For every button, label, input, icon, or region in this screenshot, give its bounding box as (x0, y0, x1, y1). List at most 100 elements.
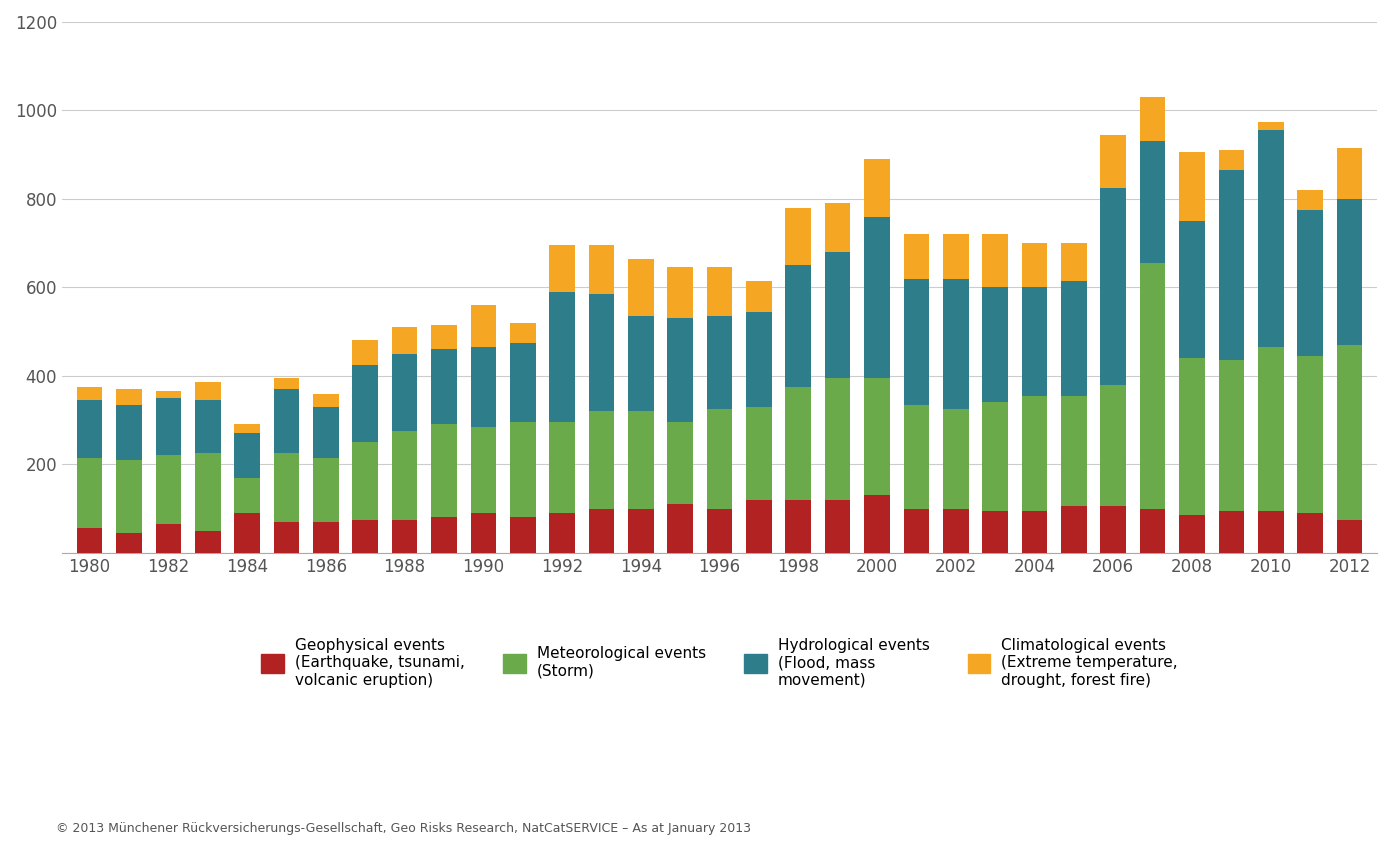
Bar (432, 518, 457, 553)
Bar (1258, 511, 1283, 553)
Bar (825, 252, 851, 378)
Bar (746, 407, 771, 500)
Bar (785, 207, 812, 266)
Bar (1336, 345, 1363, 519)
Bar (1297, 190, 1322, 210)
Bar (117, 459, 142, 533)
Bar (785, 266, 812, 387)
Bar (391, 519, 418, 553)
Bar (1140, 97, 1165, 142)
Bar (156, 391, 181, 398)
Bar (195, 383, 220, 400)
Bar (983, 402, 1008, 511)
Bar (234, 513, 260, 553)
Bar (628, 508, 654, 553)
Bar (509, 342, 536, 422)
Bar (156, 398, 181, 455)
Legend: Geophysical events
(Earthquake, tsunami,
volcanic eruption), Meteorological even: Geophysical events (Earthquake, tsunami,… (255, 631, 1185, 694)
Bar (746, 500, 771, 553)
Bar (707, 316, 732, 409)
Bar (234, 433, 260, 477)
Bar (1336, 148, 1363, 199)
Bar (77, 529, 103, 553)
Bar (707, 508, 732, 553)
Bar (274, 522, 299, 553)
Bar (864, 495, 889, 553)
Bar (117, 533, 142, 553)
Bar (746, 312, 771, 407)
Bar (942, 409, 969, 508)
Bar (313, 522, 338, 553)
Bar (628, 411, 654, 508)
Bar (352, 443, 379, 519)
Bar (1218, 511, 1244, 553)
Bar (313, 394, 338, 407)
Bar (864, 217, 889, 378)
Bar (77, 400, 103, 458)
Bar (667, 504, 693, 553)
Bar (1218, 170, 1244, 360)
Bar (313, 407, 338, 458)
Bar (667, 422, 693, 504)
Bar (313, 458, 338, 522)
Bar (1140, 508, 1165, 553)
Bar (1022, 243, 1047, 287)
Bar (156, 455, 181, 524)
Bar (77, 458, 103, 529)
Bar (1022, 395, 1047, 511)
Bar (1061, 507, 1087, 553)
Bar (195, 454, 220, 530)
Bar (785, 387, 812, 500)
Bar (1101, 135, 1126, 188)
Bar (903, 234, 930, 278)
Bar (509, 422, 536, 518)
Bar (550, 245, 575, 292)
Bar (1061, 243, 1087, 281)
Bar (983, 234, 1008, 287)
Bar (707, 267, 732, 316)
Bar (825, 500, 851, 553)
Bar (550, 292, 575, 422)
Bar (1297, 210, 1322, 356)
Bar (470, 513, 496, 553)
Bar (707, 409, 732, 508)
Bar (903, 508, 930, 553)
Bar (352, 341, 379, 365)
Bar (509, 323, 536, 342)
Bar (1179, 358, 1204, 515)
Bar (432, 325, 457, 349)
Bar (470, 305, 496, 347)
Bar (942, 508, 969, 553)
Bar (1179, 515, 1204, 553)
Bar (117, 389, 142, 405)
Bar (1179, 221, 1204, 358)
Bar (195, 530, 220, 553)
Bar (352, 519, 379, 553)
Bar (1297, 356, 1322, 513)
Bar (1336, 519, 1363, 553)
Bar (1022, 511, 1047, 553)
Bar (274, 389, 299, 454)
Bar (1218, 150, 1244, 170)
Bar (983, 511, 1008, 553)
Bar (156, 524, 181, 553)
Bar (432, 349, 457, 425)
Bar (942, 234, 969, 278)
Bar (391, 327, 418, 354)
Bar (1258, 347, 1283, 511)
Bar (825, 378, 851, 500)
Bar (942, 278, 969, 409)
Bar (746, 281, 771, 312)
Bar (864, 378, 889, 495)
Bar (1258, 131, 1283, 347)
Bar (234, 477, 260, 513)
Bar (589, 508, 614, 553)
Bar (117, 405, 142, 459)
Bar (1101, 188, 1126, 384)
Bar (667, 267, 693, 319)
Bar (628, 259, 654, 316)
Bar (432, 425, 457, 518)
Bar (1258, 121, 1283, 131)
Bar (509, 518, 536, 553)
Bar (77, 387, 103, 400)
